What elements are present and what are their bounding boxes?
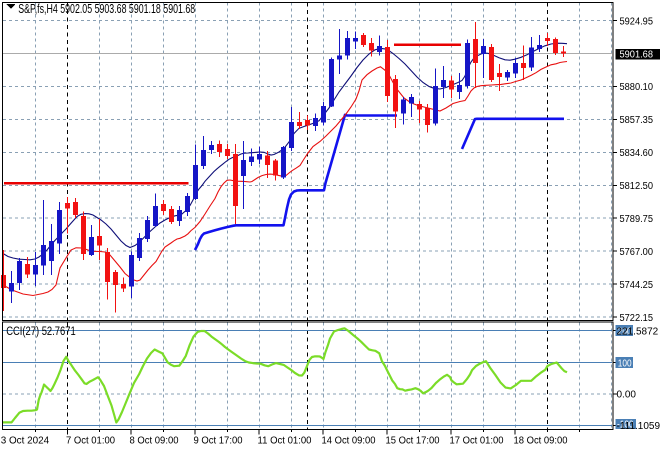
svg-text:5767.00: 5767.00 (620, 247, 654, 258)
svg-text:11 Oct 01:00: 11 Oct 01:00 (258, 435, 312, 447)
svg-text:5924.95: 5924.95 (620, 16, 654, 27)
svg-text:17 Oct 01:00: 17 Oct 01:00 (450, 435, 504, 447)
svg-text:100: 100 (618, 358, 632, 369)
svg-text:5834.60: 5834.60 (620, 148, 654, 159)
svg-text:3 Oct 2024: 3 Oct 2024 (1, 435, 50, 447)
svg-text:5857.35: 5857.35 (620, 115, 654, 126)
svg-text:0.00: 0.00 (617, 390, 637, 401)
svg-text:14 Oct 09:00: 14 Oct 09:00 (322, 435, 376, 447)
svg-text:S&P,fs,H4 5902.05 5903.68 590: S&P,fs,H4 5902.05 5903.68 5901.18 5901.6… (18, 2, 195, 16)
svg-text:9 Oct 17:00: 9 Oct 17:00 (194, 435, 243, 447)
svg-text:5744.25: 5744.25 (620, 280, 654, 291)
svg-text:5789.75: 5789.75 (620, 214, 654, 225)
svg-text:5722.15: 5722.15 (620, 313, 654, 324)
svg-text:-111.1059: -111.1059 (617, 421, 660, 432)
svg-text:7 Oct 01:00: 7 Oct 01:00 (66, 435, 115, 447)
svg-text:15 Oct 17:00: 15 Oct 17:00 (386, 435, 440, 447)
svg-text:CCI(27) 52.7671: CCI(27) 52.7671 (6, 326, 76, 338)
svg-text:18 Oct 09:00: 18 Oct 09:00 (514, 435, 568, 447)
svg-text:8 Oct 09:00: 8 Oct 09:00 (130, 435, 179, 447)
svg-text:5812.50: 5812.50 (620, 181, 654, 192)
svg-text:5880.10: 5880.10 (620, 82, 654, 93)
svg-text:5901.68: 5901.68 (620, 50, 654, 61)
svg-text:221.5872: 221.5872 (617, 326, 659, 337)
